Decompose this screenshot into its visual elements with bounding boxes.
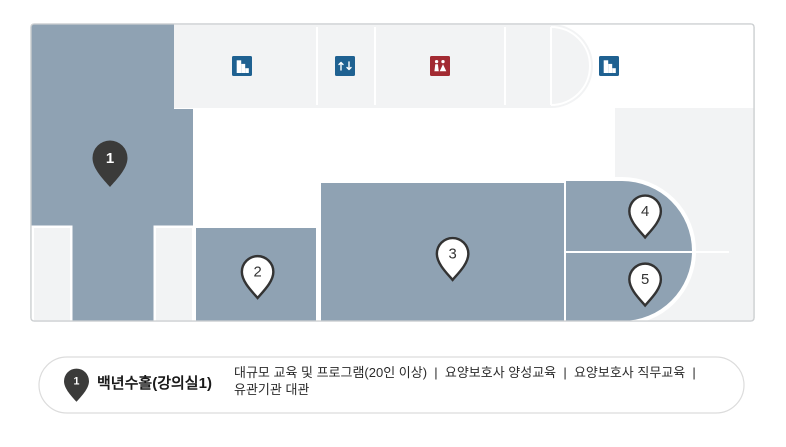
svg-text:1: 1	[74, 376, 80, 388]
svg-text:1: 1	[106, 150, 114, 167]
svg-text:3: 3	[448, 246, 456, 262]
svg-text:5: 5	[641, 272, 649, 288]
svg-text:4: 4	[641, 204, 649, 220]
svg-text:2: 2	[253, 264, 261, 280]
